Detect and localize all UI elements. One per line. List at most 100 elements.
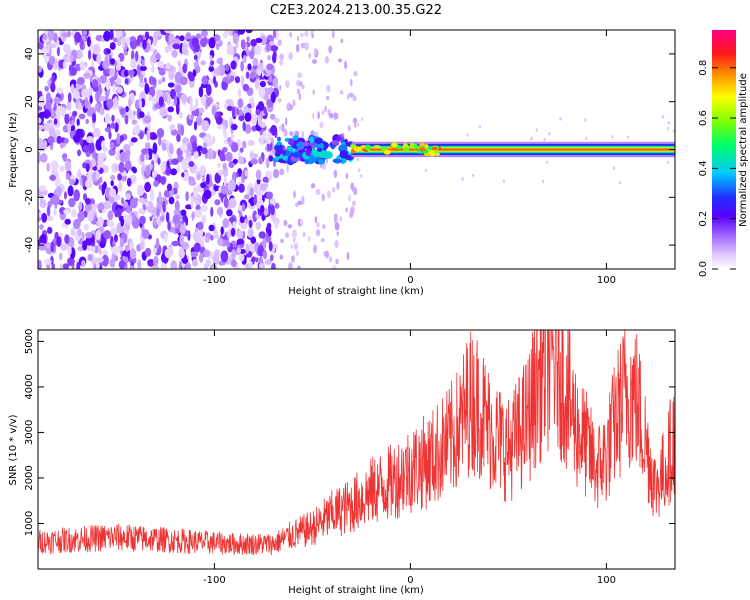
noise-blob (198, 107, 205, 114)
noise-blob (193, 54, 198, 61)
noise-blob (111, 114, 115, 122)
noise-blob (257, 244, 265, 257)
noise-blob (116, 36, 122, 47)
noise-blob (109, 42, 116, 50)
noise-blob (310, 183, 316, 189)
noise-blob (216, 42, 220, 51)
noise-blob (279, 254, 284, 260)
noise-blob (59, 165, 65, 172)
noise-blob (296, 88, 301, 95)
noise-blob (188, 180, 197, 186)
y-tick-label: 0 (24, 146, 35, 152)
noise-blob (267, 54, 272, 61)
noise-blob (51, 74, 56, 85)
noise-blob (176, 133, 181, 142)
noise-blob (78, 201, 83, 211)
noise-blob (258, 256, 263, 264)
noise-blob (171, 49, 178, 58)
noise-blob (257, 68, 262, 77)
noise-blob (198, 112, 202, 119)
noise-blob (102, 60, 110, 70)
noise-blob (502, 179, 506, 184)
noise-blob (347, 125, 351, 132)
noise-blob (541, 179, 545, 184)
noise-blob (249, 187, 254, 197)
noise-blob (115, 30, 123, 39)
noise-blob (77, 149, 82, 157)
transition-blob (331, 140, 339, 146)
noise-blob (49, 43, 57, 49)
noise-blob (85, 118, 89, 125)
transition-blob (314, 137, 323, 144)
noise-blob (358, 168, 361, 172)
noise-blob (130, 137, 138, 143)
noise-blob (77, 168, 81, 178)
noise-blob (612, 166, 616, 170)
y-tick-label: 5000 (24, 329, 35, 354)
noise-blob (266, 63, 274, 71)
noise-blob (270, 45, 279, 52)
noise-blob (321, 109, 325, 116)
noise-blob (198, 86, 204, 98)
noise-blob (339, 216, 343, 222)
noise-blob (40, 153, 48, 163)
noise-blob (231, 248, 236, 260)
noise-blob (535, 128, 538, 132)
noise-blob (124, 114, 129, 125)
noise-blob (201, 120, 210, 132)
carrier-band (351, 148, 675, 151)
noise-blob (350, 211, 354, 218)
noise-blob (203, 249, 211, 258)
noise-blob (269, 113, 276, 120)
noise-blob (96, 153, 104, 165)
noise-blob (325, 157, 329, 164)
noise-blob (265, 157, 270, 169)
carrier-blob (434, 152, 440, 156)
noise-blob (41, 212, 48, 223)
noise-blob (262, 130, 267, 140)
noise-blob (124, 160, 132, 171)
y-tick-label: 1000 (24, 511, 35, 536)
noise-blob (157, 60, 164, 68)
noise-blob (129, 265, 135, 269)
noise-blob (219, 150, 225, 162)
noise-blob (153, 216, 158, 226)
transition-blob (332, 158, 343, 164)
noise-blob (325, 250, 330, 259)
noise-blob (171, 240, 180, 247)
noise-blob (110, 174, 116, 181)
noise-blob (270, 254, 274, 262)
noise-blob (85, 232, 93, 239)
noise-blob (182, 258, 189, 264)
noise-blob (163, 233, 168, 243)
noise-blob (64, 218, 71, 225)
snr-axes: -100 0 100 1000 2000 3000 4000 5000 (24, 329, 675, 586)
noise-blob (56, 87, 64, 95)
noise-blob (326, 84, 331, 93)
noise-blob (241, 203, 245, 210)
noise-blob (259, 121, 266, 128)
noise-blob (151, 77, 157, 86)
noise-blob (336, 231, 339, 236)
noise-blob (250, 159, 258, 165)
noise-blob (250, 236, 257, 244)
noise-blob (85, 235, 93, 246)
noise-blob (110, 180, 114, 187)
noise-blob (337, 58, 342, 63)
noise-blob (211, 105, 216, 116)
noise-blob (206, 173, 210, 185)
transition-blob (276, 141, 282, 146)
carrier-blob (402, 147, 410, 151)
noise-blob (77, 77, 85, 85)
noise-blob (38, 117, 42, 124)
noise-blob (236, 229, 243, 239)
noise-blob (81, 88, 89, 99)
noise-blob (53, 96, 61, 105)
noise-blob (77, 211, 85, 222)
noise-blob (266, 191, 273, 200)
noise-blob (316, 222, 320, 228)
noise-blob (113, 233, 118, 243)
noise-blob (38, 95, 46, 107)
noise-blob (207, 148, 214, 160)
noise-blob (179, 224, 186, 235)
